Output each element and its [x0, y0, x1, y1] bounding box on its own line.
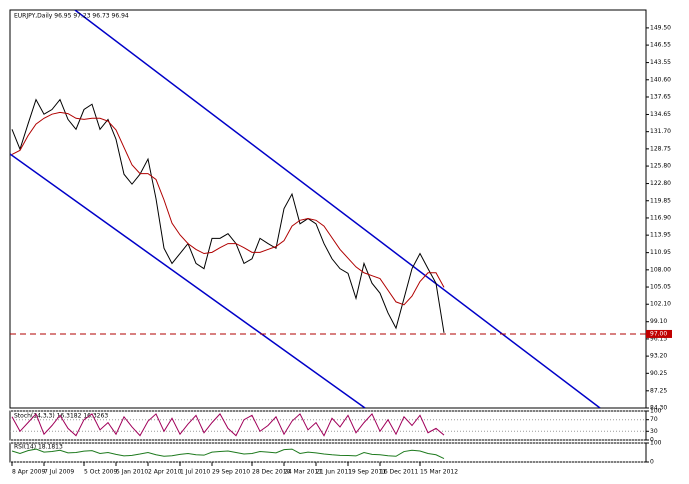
current-price-box [646, 329, 672, 338]
y-tick-label: 99.10 [650, 318, 667, 325]
rsi-title: RSI(14) 18.1813 [14, 444, 63, 451]
channel-lower [10, 153, 366, 408]
x-tick-label: 5 Jan 2010 [116, 469, 148, 476]
y-tick-label: 90.25 [650, 370, 667, 377]
x-tick-label: 15 Mar 2012 [420, 469, 458, 476]
x-tick-label: 29 Sep 2010 [212, 469, 250, 476]
x-tick-label: 7 Jul 2009 [44, 469, 74, 476]
y-tick-label: 131.70 [650, 128, 671, 135]
y-tick-label: 87.25 [650, 387, 667, 394]
x-tick-label: 1 Jul 2010 [180, 469, 210, 476]
x-tick-label: 2 Apr 2010 [148, 469, 181, 476]
main-panel [9, 9, 647, 409]
x-tick-label: 24 Mar 2011 [284, 469, 322, 476]
x-tick-label: 21 Jun 2011 [316, 469, 352, 476]
y-tick-label: 100 [650, 408, 662, 415]
channel-upper [74, 10, 601, 408]
y-tick-label: 125.80 [650, 163, 671, 170]
y-tick-label: 105.05 [650, 284, 671, 291]
y-tick-label: 0 [650, 437, 654, 444]
stoch-title: Stoch(14,3,3) 16.3182 16.3263 [14, 413, 108, 420]
y-tick-label: 146.55 [650, 42, 671, 49]
y-tick-label: 143.55 [650, 59, 671, 66]
y-tick-label: 134.65 [650, 111, 671, 118]
y-tick-label: 70 [650, 416, 658, 423]
y-tick-label: 137.65 [650, 93, 671, 100]
y-tick-label: 116.90 [650, 214, 671, 221]
y-tick-label: 102.10 [650, 301, 671, 308]
x-tick-label: 19 Sep 2011 [348, 469, 386, 476]
y-tick-label: 149.50 [650, 24, 671, 31]
y-tick-label: 140.60 [650, 76, 671, 83]
chart-title: EURJPY,Daily 96.95 97.23 96.73 96.94 [14, 13, 129, 20]
y-tick-label: 30 [650, 428, 658, 435]
y-tick-label: 113.95 [650, 232, 671, 239]
series-line [11, 412, 445, 437]
y-tick-label: 0 [650, 459, 654, 466]
y-tick-label: 100 [650, 440, 662, 447]
x-tick-label: 8 Apr 2009 [12, 469, 45, 476]
y-tick-label: 119.85 [650, 197, 671, 204]
y-tick-label: 108.00 [650, 266, 671, 273]
y-tick-label: 110.95 [650, 249, 671, 256]
current-price-label: 97.00 [650, 330, 667, 337]
series-line [11, 111, 445, 306]
x-tick-label: 5 Oct 2009 [84, 469, 117, 476]
series-line [11, 448, 445, 460]
x-tick-label: 16 Dec 2011 [380, 469, 419, 476]
y-tick-label: 122.80 [650, 180, 671, 187]
y-tick-label: 128.75 [650, 145, 671, 152]
x-tick-label: 28 Dec 2010 [252, 469, 291, 476]
y-tick-label: 84.30 [650, 405, 667, 412]
series-line [11, 98, 445, 333]
y-tick-label: 93.20 [650, 353, 667, 360]
y-tick-label: 96.15 [650, 335, 667, 342]
